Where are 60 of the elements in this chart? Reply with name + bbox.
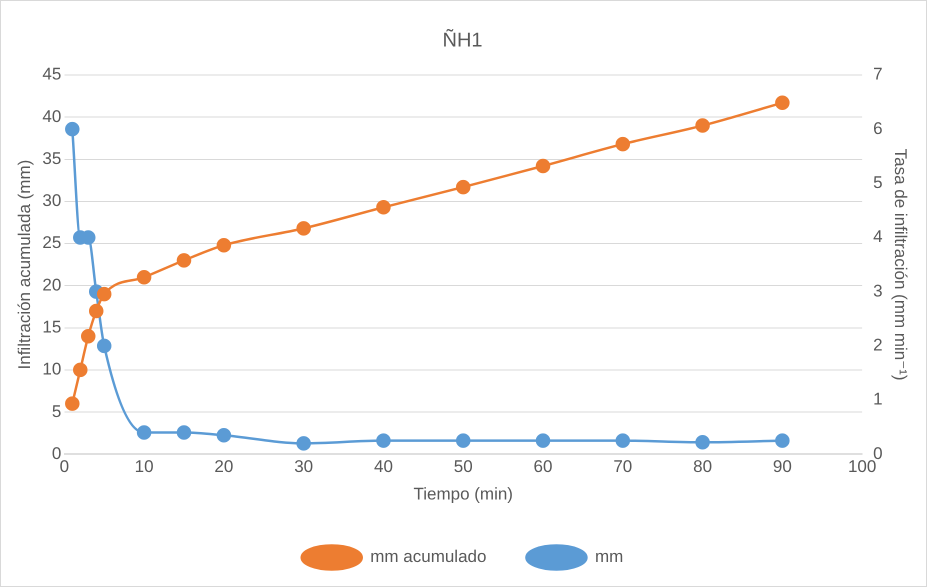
x-tick-label: 80	[693, 457, 712, 476]
y-tick-label: 0	[52, 444, 62, 463]
x-tick-label: 70	[613, 457, 632, 476]
point	[536, 158, 550, 174]
x-tick-label: 20	[214, 457, 234, 476]
point	[456, 180, 470, 194]
y2-tick-label: 7	[873, 64, 883, 84]
point	[136, 270, 152, 284]
x-tick-label: 60	[534, 457, 552, 476]
point	[176, 253, 192, 268]
point	[88, 304, 104, 318]
x-tick-label: 10	[134, 457, 154, 476]
point	[176, 425, 192, 440]
y2-tick-label: 6	[873, 118, 883, 138]
point	[775, 96, 790, 110]
point	[376, 433, 391, 448]
y-tick-label: 30	[42, 191, 62, 210]
point	[136, 425, 152, 440]
y-tick-label: 35	[42, 148, 62, 168]
point	[65, 396, 80, 411]
legend-label: mm	[594, 547, 624, 566]
y2-tick-label: 4	[873, 227, 883, 246]
y2-tick-label: 3	[873, 281, 883, 300]
point	[65, 122, 80, 136]
y2-tick-label: 5	[873, 173, 883, 192]
point	[216, 428, 232, 442]
point	[616, 136, 630, 152]
y-tick-label: 45	[42, 64, 62, 84]
point	[96, 338, 112, 354]
point	[216, 238, 232, 252]
y2-axis-title: Tasa de infiltración (mm min⁻¹)	[891, 148, 910, 381]
point	[775, 433, 790, 448]
chart-title: ÑH1	[442, 28, 483, 52]
point	[376, 200, 391, 215]
y-tick-label: 5	[52, 402, 62, 421]
x-tick-label: 50	[454, 457, 473, 476]
point	[616, 433, 630, 448]
point	[96, 286, 112, 302]
y-tick-label: 15	[42, 317, 62, 336]
point	[695, 435, 710, 450]
x-tick-label: 100	[848, 457, 876, 476]
point	[456, 433, 470, 448]
x-tick-label: 30	[294, 457, 314, 476]
y-tick-label: 25	[42, 233, 62, 252]
y2-tick-label: 1	[873, 390, 883, 409]
x-tick-label: 40	[374, 457, 393, 476]
point	[80, 328, 96, 344]
y-axis-title: Infiltración acumulada (mm)	[14, 160, 34, 370]
point	[695, 118, 710, 133]
x-axis-title: Tiempo (min)	[413, 484, 513, 504]
x-tick-label: 90	[772, 457, 792, 476]
y-tick-label: 10	[42, 360, 62, 379]
point	[536, 433, 550, 448]
point	[296, 436, 311, 451]
y2-tick-label: 2	[873, 336, 883, 355]
legend-label: mm acumulado	[370, 547, 486, 566]
point	[73, 362, 88, 378]
y-tick-label: 20	[42, 275, 62, 294]
point	[296, 221, 311, 236]
y-tick-label: 40	[42, 106, 62, 126]
